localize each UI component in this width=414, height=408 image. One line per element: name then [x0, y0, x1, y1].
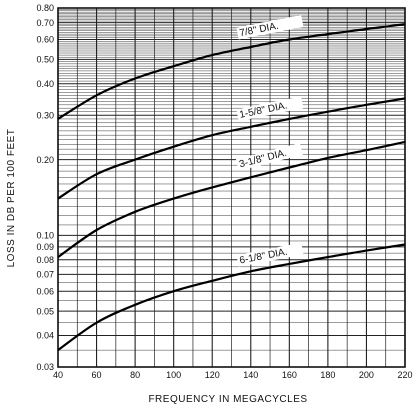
x-tick-label: 220 — [397, 370, 412, 380]
y-tick-label: 0.07 — [36, 270, 54, 280]
y-tick-label: 0.04 — [36, 331, 54, 341]
series-line — [57, 140, 406, 258]
series-label: 7/8" DIA. — [239, 21, 280, 39]
series-line — [57, 97, 406, 200]
series-label-bg — [235, 142, 303, 171]
y-tick-label: 0.30 — [36, 110, 54, 120]
x-tick-label: 120 — [205, 370, 220, 380]
x-tick-label: 60 — [92, 370, 102, 380]
x-tick-label: 80 — [130, 370, 140, 380]
x-tick-label: 200 — [359, 370, 374, 380]
y-tick-label: 0.70 — [36, 18, 54, 28]
y-tick-label: 0.10 — [36, 231, 54, 241]
y-tick-label: 0.09 — [36, 242, 54, 252]
x-tick-label: 160 — [282, 370, 297, 380]
curves — [57, 23, 406, 351]
x-tick-label: 140 — [243, 370, 258, 380]
tick-labels: 40 60 80 100 120 140 160 180 200 220 0.03 0.04 0.05 0… — [36, 3, 412, 380]
series-label-bg — [236, 15, 304, 40]
series-label-bg — [236, 242, 304, 267]
x-axis-label: FREQUENCY IN MEGACYCLES — [148, 394, 307, 405]
curve-labels: 7/8" DIA. 1-5/8" DIA. 3-1/8" DIA. 6-1/8" DI… — [235, 15, 304, 267]
series-line — [57, 23, 406, 120]
x-tick-label: 100 — [166, 370, 181, 380]
y-tick-label: 0.05 — [36, 306, 54, 316]
plot-frame — [57, 7, 406, 368]
y-tick-label: 0.40 — [36, 79, 54, 89]
grid — [57, 7, 406, 368]
y-tick-label: 0.60 — [36, 35, 54, 45]
y-tick-label: 0.08 — [36, 255, 54, 265]
series-label: 6-1/8" DIA. — [239, 247, 289, 267]
y-tick-label: 0.06 — [36, 286, 54, 296]
y-axis-label: LOSS IN DB PER 100 FEET — [6, 129, 17, 268]
series-label: 3-1/8" DIA. — [238, 148, 288, 171]
x-tick-label: 180 — [320, 370, 335, 380]
y-tick-label: 0.03 — [36, 362, 54, 372]
series-line — [57, 243, 406, 351]
x-tick-label: 40 — [53, 370, 63, 380]
y-tick-label: 0.20 — [36, 155, 54, 165]
series-label: 1-5/8" DIA. — [239, 100, 289, 120]
series-label-bg — [236, 96, 304, 122]
y-tick-label: 0.80 — [36, 3, 54, 13]
y-tick-label: 0.50 — [36, 55, 54, 65]
